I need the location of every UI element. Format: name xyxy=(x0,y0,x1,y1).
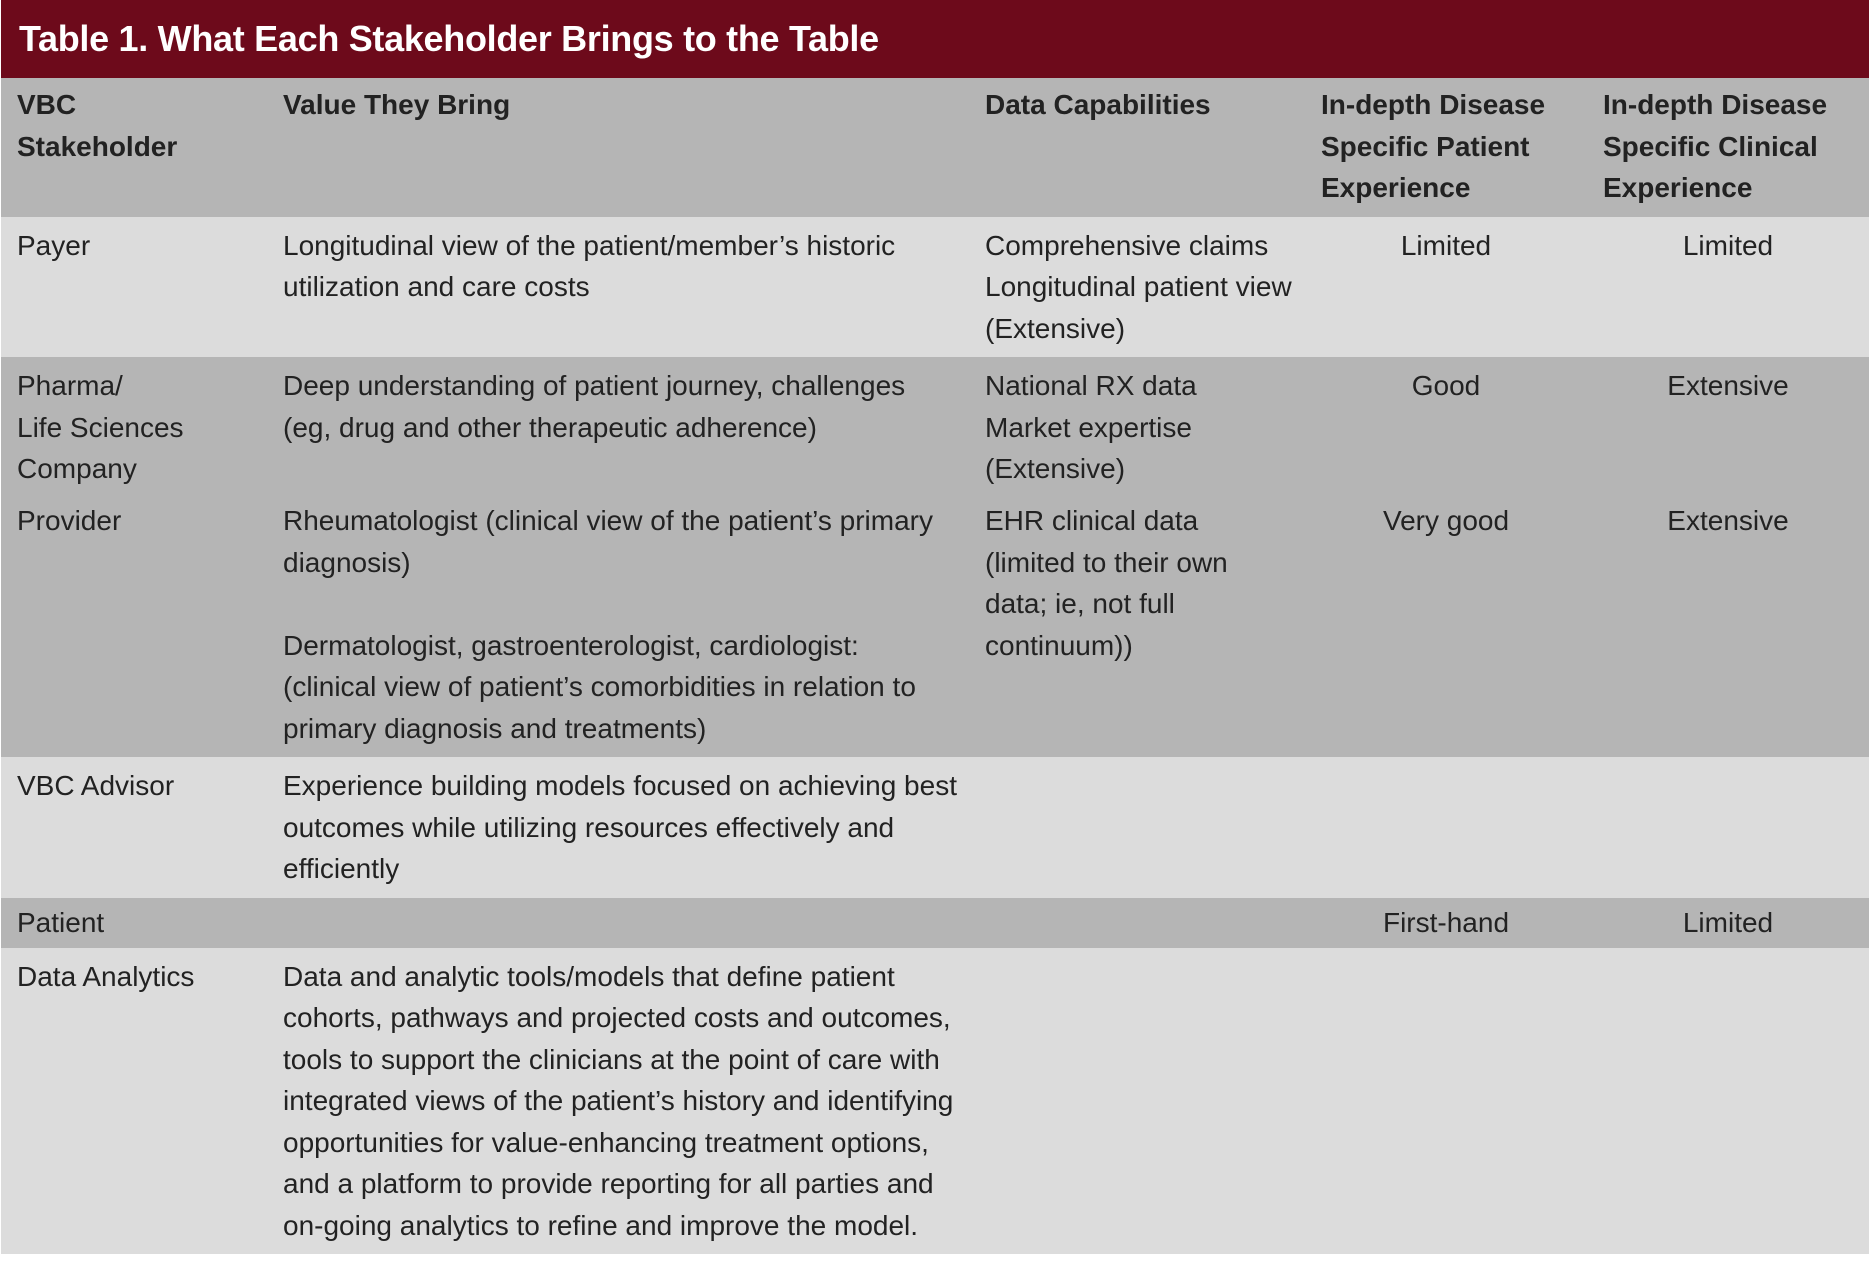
cell-clinical-experience: Extensive xyxy=(1587,492,1869,757)
stakeholder-name: Provider xyxy=(17,505,122,536)
stakeholder-name: Patient xyxy=(17,906,105,938)
table-body: Payer Longitudinal view of the patient/m… xyxy=(1,216,1869,1254)
table-row: Payer Longitudinal view of the patient/m… xyxy=(1,216,1869,357)
value-text: Longitudinal view of the patient/member’… xyxy=(283,229,896,303)
cell-stakeholder: Pharma/ Life Sciences Company xyxy=(1,357,267,492)
table-row: Pharma/ Life Sciences Company Deep under… xyxy=(1,357,1869,492)
table-header: VBC Stakeholder Value They Bring Data Ca… xyxy=(1,78,1869,217)
header-patient-experience: In-depth Disease Specific Patient Experi… xyxy=(1305,78,1587,217)
value-text: Data and analytic tools/models that defi… xyxy=(283,960,954,1241)
stakeholder-table: VBC Stakeholder Value They Bring Data Ca… xyxy=(1,78,1869,1254)
header-stakeholder: VBC Stakeholder xyxy=(1,78,267,217)
table-row: VBC Advisor Experience building models f… xyxy=(1,757,1869,898)
stakeholder-name: Data Analytics xyxy=(17,960,195,992)
cell-data-capabilities: EHR clinical data (limited to their own … xyxy=(969,492,1305,757)
table-row: Patient First-hand Limited xyxy=(1,897,1869,948)
data-capability: Longitudinal patient view (Extensive) xyxy=(985,271,1292,344)
header-text: In-depth Disease xyxy=(1321,89,1546,120)
cell-data-capabilities xyxy=(969,757,1305,898)
stakeholder-name: VBC Advisor xyxy=(17,770,175,801)
value-text: Experience building models focused on ac… xyxy=(283,770,957,884)
value-text: Deep understanding of patient journey, c… xyxy=(283,370,906,443)
cell-value xyxy=(267,897,969,948)
header-text: Experience xyxy=(1321,172,1471,203)
header-text: Experience xyxy=(1603,172,1753,203)
cell-clinical-experience: Limited xyxy=(1587,216,1869,357)
cell-patient-experience: Good xyxy=(1305,357,1587,492)
cell-value: Longitudinal view of the patient/member’… xyxy=(267,216,969,357)
data-capability: Comprehensive claims xyxy=(985,229,1269,261)
header-text: VBC xyxy=(17,89,77,120)
table-title: Table 1. What Each Stakeholder Brings to… xyxy=(19,18,879,59)
data-capability: Market expertise (Extensive) xyxy=(985,411,1192,485)
cell-patient-experience: Limited xyxy=(1305,216,1587,357)
cell-data-capabilities: Comprehensive claims Longitudinal patien… xyxy=(969,216,1305,357)
header-text: Specific Clinical xyxy=(1603,130,1818,162)
header-text: Stakeholder xyxy=(17,130,178,162)
cell-value: Experience building models focused on ac… xyxy=(267,757,969,898)
cell-data-capabilities: National RX data Market expertise (Exten… xyxy=(969,357,1305,492)
value-text: Rheumatologist (clinical view of the pat… xyxy=(283,505,933,578)
cell-stakeholder: Payer xyxy=(1,216,267,357)
stakeholder-name: Company xyxy=(17,453,137,484)
header-text: Data Capabilities xyxy=(985,89,1211,120)
stakeholder-name: Payer xyxy=(17,229,91,261)
table-row: Data Analytics Data and analytic tools/m… xyxy=(1,947,1869,1254)
header-row: VBC Stakeholder Value They Bring Data Ca… xyxy=(1,78,1869,217)
cell-stakeholder: VBC Advisor xyxy=(1,757,267,898)
cell-patient-experience xyxy=(1305,757,1587,898)
table-row: Provider Rheumatologist (clinical view o… xyxy=(1,492,1869,757)
cell-value: Data and analytic tools/models that defi… xyxy=(267,947,969,1254)
cell-data-capabilities xyxy=(969,947,1305,1254)
cell-value: Rheumatologist (clinical view of the pat… xyxy=(267,492,969,757)
cell-value: Deep understanding of patient journey, c… xyxy=(267,357,969,492)
cell-patient-experience: First-hand xyxy=(1305,897,1587,948)
header-clinical-experience: In-depth Disease Specific Clinical Exper… xyxy=(1587,78,1869,217)
data-capability: National RX data xyxy=(985,370,1197,401)
title-bar: Table 1. What Each Stakeholder Brings to… xyxy=(1,0,1869,78)
header-text: Specific Patient xyxy=(1321,130,1530,162)
cell-stakeholder: Provider xyxy=(1,492,267,757)
cell-stakeholder: Patient xyxy=(1,897,267,948)
header-text: Value They Bring xyxy=(283,89,511,120)
header-data-capabilities: Data Capabilities xyxy=(969,78,1305,217)
header-text: In-depth Disease xyxy=(1603,89,1828,120)
stakeholder-name: Pharma/ xyxy=(17,370,123,401)
cell-data-capabilities xyxy=(969,897,1305,948)
cell-patient-experience: Very good xyxy=(1305,492,1587,757)
cell-clinical-experience: Extensive xyxy=(1587,357,1869,492)
value-text: Dermatologist, gastroenterologist, cardi… xyxy=(283,629,916,744)
cell-clinical-experience xyxy=(1587,947,1869,1254)
cell-stakeholder: Data Analytics xyxy=(1,947,267,1254)
cell-clinical-experience: Limited xyxy=(1587,897,1869,948)
header-value: Value They Bring xyxy=(267,78,969,217)
cell-clinical-experience xyxy=(1587,757,1869,898)
cell-patient-experience xyxy=(1305,947,1587,1254)
data-capability: EHR clinical data (limited to their own … xyxy=(985,505,1228,661)
stakeholder-name: Life Sciences xyxy=(17,411,184,443)
